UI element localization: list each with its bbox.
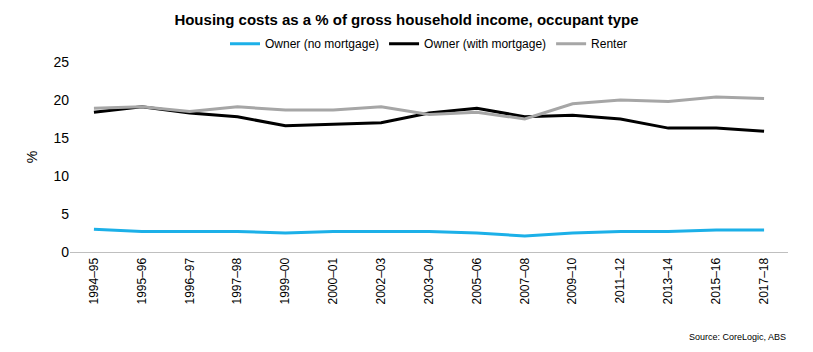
svg-text:20: 20 xyxy=(53,92,69,108)
svg-text:2002–03: 2002–03 xyxy=(374,257,388,304)
svg-text:Source: CoreLogic, ABS: Source: CoreLogic, ABS xyxy=(689,332,786,342)
svg-text:2015–16: 2015–16 xyxy=(709,257,723,304)
svg-text:1999–00: 1999–00 xyxy=(278,257,292,304)
svg-text:2007–08: 2007–08 xyxy=(518,257,532,304)
svg-text:2003–04: 2003–04 xyxy=(422,257,436,304)
svg-text:25: 25 xyxy=(53,54,69,70)
svg-text:2009–10: 2009–10 xyxy=(566,257,580,304)
svg-text:0: 0 xyxy=(61,244,69,260)
svg-text:1997–98: 1997–98 xyxy=(230,257,244,304)
svg-text:Housing costs as a % of gross: Housing costs as a % of gross household … xyxy=(174,11,638,28)
svg-text:1994–95: 1994–95 xyxy=(87,257,101,304)
svg-text:10: 10 xyxy=(53,168,69,184)
svg-text:%: % xyxy=(24,151,40,163)
svg-text:2011–12: 2011–12 xyxy=(613,257,627,303)
svg-text:Renter: Renter xyxy=(591,37,627,51)
svg-text:15: 15 xyxy=(53,130,69,146)
svg-text:5: 5 xyxy=(61,206,69,222)
svg-text:Owner (no mortgage): Owner (no mortgage) xyxy=(265,37,379,51)
svg-text:2017–18: 2017–18 xyxy=(757,257,771,304)
svg-text:1996–97: 1996–97 xyxy=(183,257,197,304)
svg-text:2013–14: 2013–14 xyxy=(661,257,675,304)
svg-text:2000–01: 2000–01 xyxy=(326,257,340,304)
svg-text:Owner (with mortgage): Owner (with mortgage) xyxy=(424,37,546,51)
svg-text:1995–96: 1995–96 xyxy=(135,257,149,304)
svg-text:2005–06: 2005–06 xyxy=(470,257,484,304)
